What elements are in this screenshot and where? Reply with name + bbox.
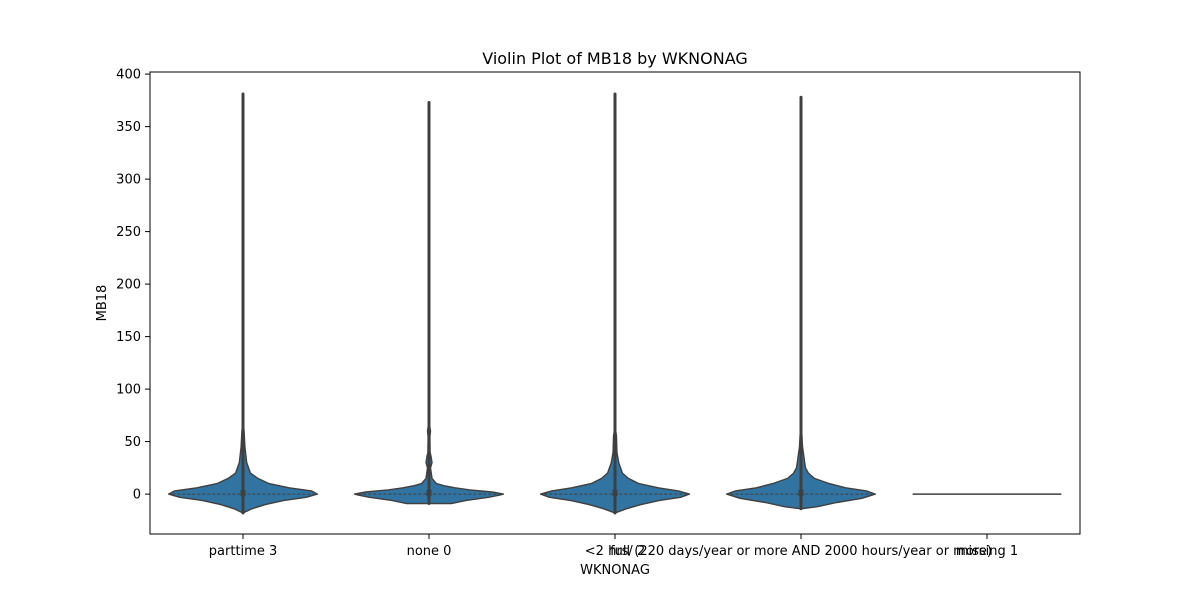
plot-area	[167, 92, 1062, 515]
x-tick-label: parttime 3	[209, 544, 277, 559]
x-tick-label: missing 1	[956, 544, 1018, 559]
x-tick-label: none 0	[407, 544, 452, 559]
y-tick-label: 250	[116, 225, 141, 240]
x-tick-label: <2 hrs/ 2	[585, 544, 645, 559]
y-tick-label: 400	[116, 68, 141, 83]
violin	[539, 92, 691, 515]
y-tick-label: 150	[116, 330, 141, 345]
violin	[167, 92, 319, 515]
chart-title: Violin Plot of MB18 by WKNONAG	[482, 49, 748, 68]
y-axis-label: MB18	[95, 285, 110, 322]
x-tick-label: full (220 days/year or more AND 2000 hou…	[610, 544, 992, 559]
x-axis-label: WKNONAG	[580, 563, 650, 578]
y-tick-label: 100	[116, 383, 141, 398]
y-tick-label: 50	[124, 435, 141, 450]
y-tick-label: 300	[116, 173, 141, 188]
violin	[725, 95, 877, 511]
violin	[353, 100, 505, 506]
y-tick-label: 350	[116, 120, 141, 135]
y-tick-label: 0	[133, 488, 141, 503]
y-axis: 0 50 100 150 200 250 300 350 400	[116, 68, 150, 503]
y-tick-label: 200	[116, 278, 141, 293]
